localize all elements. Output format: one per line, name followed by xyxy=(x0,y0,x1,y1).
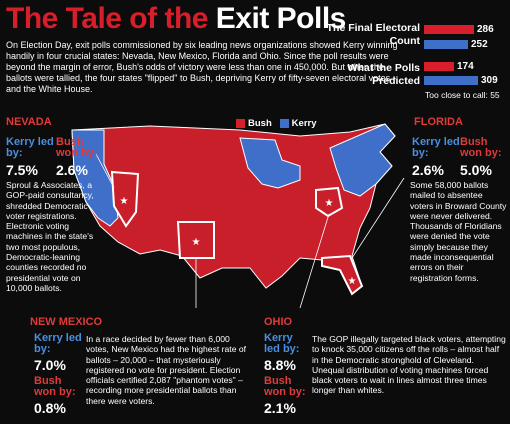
nevada-shape xyxy=(110,170,140,228)
florida-kerry-led-label: Kerry led by: xyxy=(412,136,460,159)
florida-text: Some 58,000 ballots mailed to absentee v… xyxy=(410,180,507,283)
legend-bush: Bush xyxy=(248,118,272,129)
new-mexico-shape xyxy=(176,221,215,259)
nevada-leader xyxy=(95,153,115,189)
new-mexico-bush-won: 0.8% xyxy=(34,400,66,416)
new-mexico-kerry-led: 7.0% xyxy=(34,357,66,373)
ohio-bush-won: 2.1% xyxy=(264,400,296,416)
west-coast-blue xyxy=(71,129,119,227)
us-map: ★ ★ ★ ★ xyxy=(71,123,405,308)
final-kerry-value: 252 xyxy=(471,39,488,50)
nevada-bush-won: 2.6% xyxy=(56,162,88,178)
predicted-kerry-value: 309 xyxy=(481,75,498,86)
ohio-text: The GOP illegally targeted black voters,… xyxy=(312,334,506,396)
predicted-label: What the Polls Predicted xyxy=(347,62,420,87)
too-close-label: Too close to call: 55 xyxy=(425,90,500,100)
northeast-blue xyxy=(329,123,396,197)
new-mexico-bush-won-label: Bush won by: xyxy=(34,375,76,398)
nevada-text: Sproul & Associates, a GOP-paid consulta… xyxy=(6,180,94,293)
nevada-kerry-led-label: Kerry led by: xyxy=(6,136,54,159)
intro-paragraph: On Election Day, exit polls commissioned… xyxy=(6,40,398,94)
ohio-leader xyxy=(299,213,330,308)
ohio-star: ★ xyxy=(325,198,334,209)
florida-shape xyxy=(321,254,364,296)
florida-bush-won: 5.0% xyxy=(460,162,492,178)
map-legend: Bush Kerry xyxy=(236,118,317,129)
bush-swatch xyxy=(236,118,245,128)
final-bush-bar xyxy=(424,25,474,34)
final-electoral-label: The Final Electoral Count xyxy=(326,22,420,47)
florida-leader xyxy=(351,177,405,259)
predicted-bush-bar xyxy=(424,62,454,71)
page-title: The Tale of the Exit Polls xyxy=(6,2,346,36)
nevada-heading: NEVADA xyxy=(6,116,52,128)
title-part-2: Exit Polls xyxy=(215,2,347,35)
predicted-bush-value: 174 xyxy=(457,61,474,72)
midwest-blue xyxy=(239,137,301,189)
title-part-1: The Tale of the xyxy=(6,2,216,35)
florida-star: ★ xyxy=(348,276,357,287)
nevada-bush-won-label: Bush won by: xyxy=(56,136,98,159)
new-mexico-heading: NEW MEXICO xyxy=(30,316,103,328)
florida-kerry-led: 2.6% xyxy=(412,162,444,178)
new-mexico-star: ★ xyxy=(192,237,201,248)
final-kerry-bar xyxy=(424,40,468,49)
legend-kerry: Kerry xyxy=(291,118,317,129)
nevada-star: ★ xyxy=(120,196,129,207)
ohio-bush-won-label: Bush won by: xyxy=(264,375,306,398)
florida-bush-won-label: Bush won by: xyxy=(460,136,502,159)
ohio-heading: OHIO xyxy=(264,316,293,328)
new-mexico-text: In a race decided by fewer than 6,000 vo… xyxy=(86,334,247,406)
final-bush-value: 286 xyxy=(477,24,494,35)
ohio-shape xyxy=(315,186,344,218)
kerry-swatch xyxy=(279,118,289,128)
ohio-kerry-led-label: Kerry led by: xyxy=(264,332,300,355)
nevada-kerry-led: 7.5% xyxy=(6,162,38,178)
florida-heading: FLORIDA xyxy=(414,116,463,128)
ohio-kerry-led: 8.8% xyxy=(264,357,296,373)
new-mexico-kerry-led-label: Kerry led by: xyxy=(34,332,82,355)
predicted-kerry-bar xyxy=(424,76,478,85)
